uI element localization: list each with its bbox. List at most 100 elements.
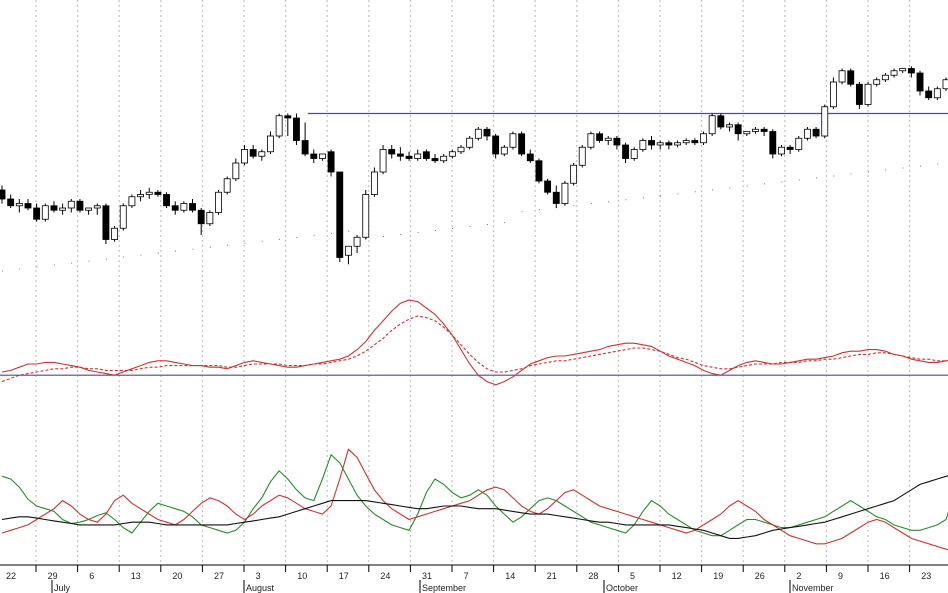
- x-tick-label-22: 23: [921, 571, 931, 581]
- candle-36: [310, 149, 318, 163]
- x-tick-label-3: 13: [131, 571, 141, 581]
- x-tick-label-21: 16: [880, 571, 890, 581]
- candle-93: [804, 127, 811, 141]
- candle-4: [33, 203, 41, 222]
- candle-30: [258, 149, 266, 161]
- candle-45: [388, 145, 396, 159]
- candle-106: [916, 70, 924, 96]
- candle-72: [622, 142, 629, 163]
- candle-67: [578, 145, 586, 168]
- month-label-august: August: [246, 583, 275, 593]
- candle-103: [890, 68, 898, 78]
- x-tick-label-16: 12: [672, 571, 682, 581]
- candle-109: [942, 77, 948, 91]
- candle-82: [708, 113, 716, 136]
- candle-3: [24, 199, 32, 211]
- candle-88: [760, 127, 768, 136]
- candle-50: [431, 154, 439, 163]
- candle-40: [344, 245, 352, 265]
- candle-107: [925, 86, 933, 100]
- candle-20: [171, 201, 179, 215]
- candle-0: [0, 185, 6, 204]
- candle-87: [752, 127, 759, 134]
- month-label-november: November: [792, 583, 834, 593]
- candle-18: [154, 190, 162, 197]
- x-tick-label-19: 2: [796, 571, 801, 581]
- candle-25: [215, 190, 222, 215]
- candle-63: [544, 178, 552, 195]
- candle-37: [319, 153, 326, 161]
- oscillator-panel: [0, 299, 948, 386]
- candle-12: [102, 203, 110, 244]
- candle-95: [821, 104, 829, 139]
- candle-97: [838, 68, 846, 85]
- candle-27: [232, 158, 240, 181]
- candle-32: [275, 113, 283, 139]
- x-tick-label-12: 14: [505, 571, 515, 581]
- x-tick-label-20: 9: [838, 571, 843, 581]
- candle-58: [500, 145, 508, 157]
- candle-108: [933, 86, 941, 100]
- dmi-series-0: [1, 453, 948, 537]
- candle-11: [93, 203, 101, 215]
- candle-34: [293, 113, 300, 145]
- candle-49: [422, 149, 430, 161]
- month-label-july: July: [54, 583, 71, 593]
- candle-104: [899, 68, 907, 73]
- candle-75: [648, 136, 655, 150]
- candle-9: [76, 199, 84, 213]
- candle-94: [812, 127, 820, 139]
- x-tick-label-18: 26: [755, 571, 765, 581]
- candle-91: [786, 145, 794, 154]
- candle-55: [474, 127, 482, 141]
- candle-102: [881, 73, 889, 82]
- candle-16: [137, 190, 144, 202]
- month-label-october: October: [606, 583, 638, 593]
- candle-48: [414, 149, 422, 161]
- x-tick-label-6: 3: [256, 571, 261, 581]
- candle-54: [466, 136, 474, 150]
- candle-42: [362, 190, 370, 240]
- dmi-series-2: [1, 475, 948, 539]
- candle-71: [613, 136, 621, 150]
- candle-38: [327, 149, 335, 177]
- candle-61: [526, 149, 534, 163]
- candle-41: [353, 235, 361, 253]
- candle-23: [197, 208, 205, 235]
- candle-44: [379, 145, 387, 175]
- candle-43: [370, 167, 378, 197]
- x-tick-label-1: 29: [48, 571, 58, 581]
- candle-64: [552, 185, 560, 208]
- candle-29: [249, 145, 257, 159]
- x-axis: 22 29 6 13 20 27 3 10 17 24 31 7 14 21 28 5 12 19 26 2 9 16 23…: [0, 564, 948, 593]
- candle-46: [396, 147, 404, 161]
- candle-83: [717, 113, 725, 130]
- candle-101: [873, 77, 881, 87]
- candle-98: [847, 68, 855, 87]
- x-tick-label-7: 10: [297, 571, 307, 581]
- candle-22: [189, 199, 196, 213]
- x-tick-label-0: 22: [6, 571, 16, 581]
- candle-8: [67, 199, 75, 213]
- x-tick-label-13: 21: [547, 571, 557, 581]
- candle-7: [59, 203, 67, 215]
- x-tick-label-4: 20: [172, 571, 182, 581]
- candle-100: [864, 82, 872, 107]
- candle-52: [448, 149, 456, 159]
- candle-99: [855, 82, 863, 109]
- candle-68: [587, 131, 595, 150]
- candle-17: [145, 187, 153, 199]
- candle-28: [241, 145, 248, 166]
- candle-66: [570, 163, 578, 186]
- candle-89: [769, 129, 777, 159]
- candle-80: [691, 138, 699, 145]
- candle-31: [267, 131, 274, 154]
- candle-21: [180, 201, 188, 213]
- dmi-series-1: [1, 448, 948, 551]
- candle-79: [682, 138, 690, 145]
- candle-56: [483, 127, 491, 141]
- x-tick-label-5: 27: [214, 571, 224, 581]
- candle-14: [119, 203, 127, 231]
- oscillator-series-1: [1, 315, 948, 383]
- x-tick-label-14: 28: [588, 571, 598, 581]
